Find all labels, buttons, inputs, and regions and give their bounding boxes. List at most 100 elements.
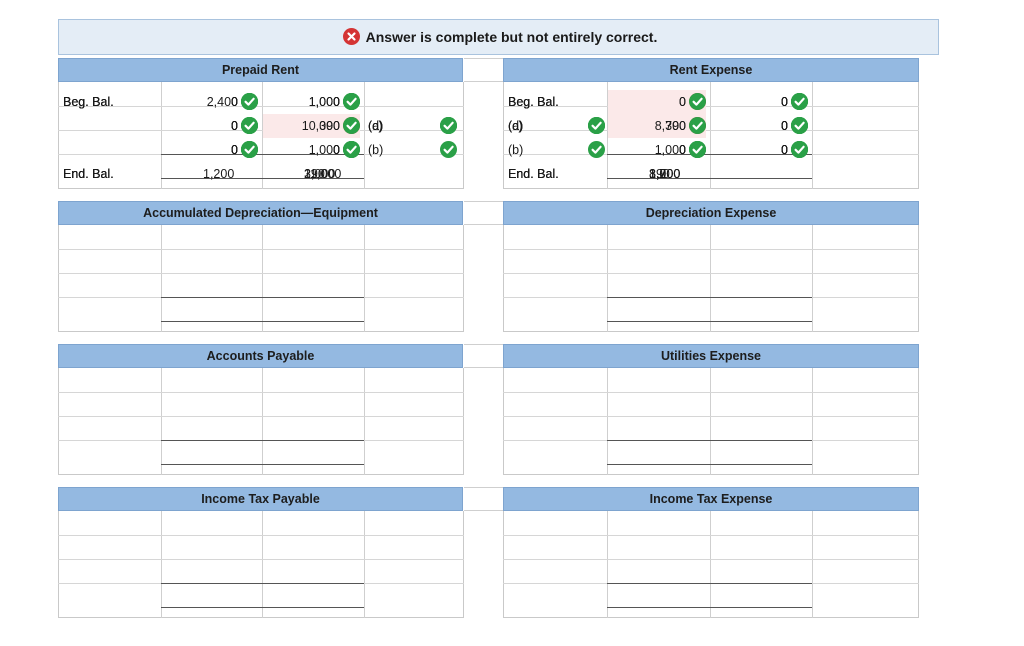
right-amount-value: 0 bbox=[781, 143, 788, 157]
right-amount-cell[interactable]: 390 bbox=[304, 162, 364, 186]
left-amount-cell[interactable]: 0 bbox=[608, 90, 706, 114]
left-amount-cell[interactable]: 0 bbox=[162, 114, 258, 138]
grid-line bbox=[364, 82, 365, 189]
grid-line bbox=[262, 368, 263, 475]
left-amount-value: 0 bbox=[231, 95, 238, 109]
t-account-title: Income Tax Payable bbox=[58, 487, 463, 511]
right-amount-value: 390 bbox=[319, 119, 340, 133]
grid-line bbox=[58, 273, 464, 274]
row-label: Beg. Bal. bbox=[508, 95, 559, 109]
grid-line bbox=[262, 225, 263, 332]
t-account-body bbox=[503, 82, 919, 189]
t-account-body bbox=[58, 368, 464, 475]
grid-line bbox=[607, 368, 608, 475]
row-label: End. Bal. bbox=[508, 167, 559, 181]
left-amount-cell[interactable]: 1,200 bbox=[203, 162, 262, 186]
left-amount-value: 1,000 bbox=[654, 143, 686, 157]
row-label: End. Bal. bbox=[63, 167, 114, 181]
right-amount-cell[interactable]: 11,000 bbox=[304, 162, 364, 186]
grid-line bbox=[161, 225, 162, 332]
correct-check-icon bbox=[241, 141, 258, 159]
right-amount-cell[interactable] bbox=[752, 162, 812, 186]
correct-check-icon bbox=[791, 93, 808, 111]
grid-line bbox=[262, 82, 263, 189]
grid-line bbox=[58, 535, 464, 536]
left-amount-cell[interactable]: 1,200 bbox=[649, 162, 710, 186]
correct-check-icon bbox=[343, 93, 360, 111]
left-amount-value: 1,200 bbox=[649, 167, 681, 181]
right-amount-value: 11,000 bbox=[304, 167, 342, 181]
grid-line bbox=[161, 511, 162, 618]
grid-line bbox=[607, 82, 608, 189]
left-amount-value: 0 bbox=[679, 143, 686, 157]
t-account-title: Depreciation Expense bbox=[503, 201, 919, 225]
grid-line bbox=[161, 82, 162, 189]
header-gap bbox=[464, 201, 503, 225]
t-account-body bbox=[503, 225, 919, 332]
grid-line bbox=[503, 249, 919, 250]
row-label: End. Bal. bbox=[63, 167, 114, 181]
right-amount-value: 0 bbox=[781, 95, 788, 109]
left-amount-value: 390 bbox=[649, 167, 670, 181]
left-amount-cell[interactable]: 0 bbox=[162, 90, 258, 114]
left-amount-cell[interactable]: 1,000 bbox=[649, 162, 710, 186]
right-amount-value: 0 bbox=[781, 119, 788, 133]
row-label: (b) bbox=[508, 143, 524, 157]
right-amount-value: 0 bbox=[781, 95, 788, 109]
total-rule bbox=[607, 464, 812, 465]
left-amount-value: 0 bbox=[231, 119, 238, 133]
right-amount-value: 0 bbox=[333, 95, 340, 109]
left-amount-cell[interactable]: 8,700 bbox=[649, 162, 710, 186]
total-rule bbox=[161, 297, 364, 298]
left-amount-value: 390 bbox=[665, 119, 686, 133]
grid-line bbox=[503, 392, 919, 393]
grid-line bbox=[812, 225, 813, 332]
grid-line bbox=[503, 416, 919, 417]
right-amount-value: 0 bbox=[781, 95, 788, 109]
t-account-title: Utilities Expense bbox=[503, 344, 919, 368]
row-label: (c) bbox=[508, 119, 523, 133]
right-amount-cell[interactable]: 2,000 bbox=[304, 162, 364, 186]
row-label: End. Bal. bbox=[508, 167, 559, 181]
grid-line bbox=[364, 511, 365, 618]
right-amount-value: 1,000 bbox=[308, 95, 340, 109]
right-amount-value: 0 bbox=[781, 119, 788, 133]
left-amount-value: 0 bbox=[231, 95, 238, 109]
right-amount-cell[interactable]: 0 bbox=[263, 138, 360, 162]
left-amount-cell[interactable] bbox=[203, 162, 262, 186]
row-label: Beg. Bal. bbox=[508, 95, 559, 109]
correct-check-icon bbox=[343, 117, 360, 135]
left-amount-value: 0 bbox=[231, 119, 238, 133]
right-amount-cell[interactable]: 0 bbox=[711, 114, 808, 138]
left-amount-value: 0 bbox=[231, 95, 238, 109]
left-amount-cell[interactable]: 0 bbox=[608, 138, 706, 162]
right-amount-cell[interactable]: 0 bbox=[711, 138, 808, 162]
grid-line bbox=[710, 368, 711, 475]
grid-line bbox=[812, 511, 813, 618]
right-amount-cell[interactable]: 390 bbox=[263, 114, 360, 138]
right-amount-cell[interactable]: 0 bbox=[263, 90, 360, 114]
right-amount-value: 1,000 bbox=[308, 95, 340, 109]
t-account-body bbox=[58, 511, 464, 618]
reference-status bbox=[437, 138, 457, 162]
right-amount-value: 1,000 bbox=[308, 143, 340, 157]
left-amount-cell[interactable]: 0 bbox=[162, 138, 258, 162]
correct-check-icon bbox=[440, 141, 457, 159]
total-rule bbox=[161, 583, 364, 584]
left-amount-cell[interactable]: 390 bbox=[649, 162, 710, 186]
row-label: (a) bbox=[508, 119, 524, 133]
right-amount-value: 0 bbox=[333, 95, 340, 109]
row-label: Beg. Bal. bbox=[63, 95, 114, 109]
grid-line bbox=[710, 511, 711, 618]
reference-label: (d) bbox=[368, 119, 384, 133]
right-amount-cell[interactable]: 0 bbox=[711, 90, 808, 114]
left-amount-value: 0 bbox=[679, 143, 686, 157]
left-amount-cell[interactable]: 390 bbox=[608, 114, 706, 138]
grid-line bbox=[503, 106, 919, 107]
t-account: Income Tax Expense Beg. Bal. (d) End. Bal. 0… bbox=[503, 93, 919, 618]
reference-status bbox=[585, 114, 605, 138]
correct-check-icon bbox=[241, 93, 258, 111]
total-rule bbox=[161, 464, 364, 465]
left-amount-value: 1,000 bbox=[649, 167, 681, 181]
row-label: (d) bbox=[508, 119, 524, 133]
